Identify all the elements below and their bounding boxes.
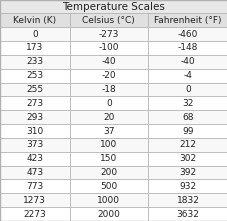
Bar	[69, 83, 148, 96]
Text: 100: 100	[100, 140, 117, 149]
Text: 2273: 2273	[23, 210, 46, 219]
Bar	[69, 69, 148, 83]
Text: 0: 0	[184, 85, 190, 94]
Text: 253: 253	[26, 71, 43, 80]
Text: 293: 293	[26, 113, 43, 122]
Text: 302: 302	[179, 154, 196, 163]
Bar	[69, 207, 148, 221]
Text: 0: 0	[32, 30, 37, 39]
Text: 310: 310	[26, 127, 43, 135]
Bar	[0, 55, 69, 69]
Text: 423: 423	[26, 154, 43, 163]
Bar	[148, 138, 227, 152]
Bar	[69, 96, 148, 110]
Text: 200: 200	[100, 168, 117, 177]
Text: 37: 37	[103, 127, 114, 135]
Text: 373: 373	[26, 140, 43, 149]
Text: 1832: 1832	[176, 196, 199, 205]
Text: 932: 932	[179, 182, 196, 191]
Text: 0: 0	[106, 99, 111, 108]
Text: 273: 273	[26, 99, 43, 108]
Text: -40: -40	[180, 57, 195, 66]
Bar	[148, 83, 227, 96]
Bar	[148, 193, 227, 207]
Bar	[0, 166, 69, 179]
Text: 150: 150	[100, 154, 117, 163]
Text: -460: -460	[177, 30, 197, 39]
Text: 68: 68	[182, 113, 193, 122]
Bar	[0, 110, 69, 124]
Bar	[69, 152, 148, 166]
Text: Kelvin (K): Kelvin (K)	[13, 16, 56, 25]
Bar	[148, 110, 227, 124]
Bar	[0, 27, 69, 41]
Text: 255: 255	[26, 85, 43, 94]
Bar	[69, 138, 148, 152]
Bar	[148, 13, 227, 27]
Text: 2000: 2000	[97, 210, 120, 219]
Bar	[0, 207, 69, 221]
Text: -273: -273	[98, 30, 118, 39]
Text: 20: 20	[103, 113, 114, 122]
Bar	[0, 69, 69, 83]
Bar	[0, 152, 69, 166]
Text: 233: 233	[26, 57, 43, 66]
Text: -20: -20	[101, 71, 116, 80]
Text: -148: -148	[177, 44, 197, 53]
Text: 99: 99	[182, 127, 193, 135]
Bar	[0, 96, 69, 110]
Text: 500: 500	[100, 182, 117, 191]
Bar	[148, 207, 227, 221]
Text: 392: 392	[179, 168, 196, 177]
Bar	[0, 41, 69, 55]
Text: 212: 212	[179, 140, 196, 149]
Bar	[69, 166, 148, 179]
Bar	[148, 55, 227, 69]
Text: 1000: 1000	[97, 196, 120, 205]
Text: 3632: 3632	[176, 210, 199, 219]
Bar	[148, 27, 227, 41]
Text: -18: -18	[101, 85, 116, 94]
Text: 173: 173	[26, 44, 43, 53]
Bar	[69, 110, 148, 124]
Bar	[0, 0, 227, 13]
Text: -40: -40	[101, 57, 116, 66]
Text: 773: 773	[26, 182, 43, 191]
Text: Fahrenheit (°F): Fahrenheit (°F)	[154, 16, 221, 25]
Text: Celsius (°C): Celsius (°C)	[82, 16, 135, 25]
Text: 1273: 1273	[23, 196, 46, 205]
Text: -4: -4	[183, 71, 192, 80]
Text: Temperature Scales: Temperature Scales	[62, 2, 165, 12]
Bar	[69, 193, 148, 207]
Bar	[0, 193, 69, 207]
Bar	[148, 179, 227, 193]
Bar	[148, 41, 227, 55]
Bar	[69, 27, 148, 41]
Bar	[0, 179, 69, 193]
Bar	[0, 138, 69, 152]
Text: 32: 32	[182, 99, 193, 108]
Bar	[0, 13, 69, 27]
Text: 473: 473	[26, 168, 43, 177]
Bar	[148, 124, 227, 138]
Bar	[0, 124, 69, 138]
Bar	[69, 124, 148, 138]
Bar	[69, 179, 148, 193]
Bar	[148, 69, 227, 83]
Bar	[148, 96, 227, 110]
Text: -100: -100	[98, 44, 118, 53]
Bar	[148, 166, 227, 179]
Bar	[69, 55, 148, 69]
Bar	[148, 152, 227, 166]
Bar	[69, 13, 148, 27]
Bar	[0, 83, 69, 96]
Bar	[69, 41, 148, 55]
